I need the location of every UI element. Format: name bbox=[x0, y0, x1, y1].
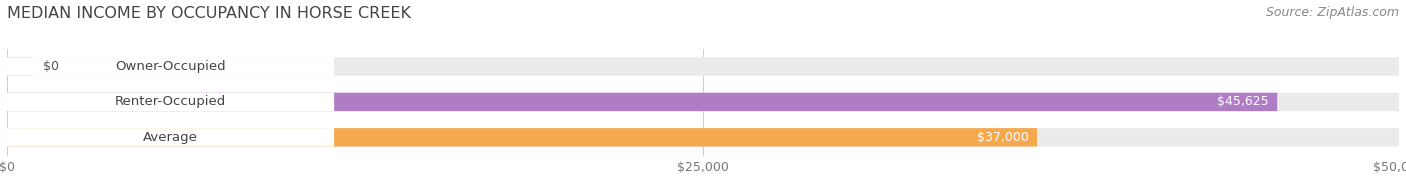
Text: $0: $0 bbox=[44, 60, 59, 73]
FancyBboxPatch shape bbox=[7, 57, 335, 76]
Text: Renter-Occupied: Renter-Occupied bbox=[115, 95, 226, 108]
Text: Average: Average bbox=[143, 131, 198, 144]
FancyBboxPatch shape bbox=[7, 128, 1038, 147]
Text: $37,000: $37,000 bbox=[977, 131, 1029, 144]
Text: $45,625: $45,625 bbox=[1218, 95, 1268, 108]
FancyBboxPatch shape bbox=[7, 93, 1399, 111]
FancyBboxPatch shape bbox=[7, 93, 1277, 111]
FancyBboxPatch shape bbox=[7, 128, 1399, 147]
FancyBboxPatch shape bbox=[7, 93, 335, 111]
FancyBboxPatch shape bbox=[7, 57, 32, 76]
Text: MEDIAN INCOME BY OCCUPANCY IN HORSE CREEK: MEDIAN INCOME BY OCCUPANCY IN HORSE CREE… bbox=[7, 6, 411, 21]
FancyBboxPatch shape bbox=[7, 128, 335, 147]
FancyBboxPatch shape bbox=[7, 57, 1399, 76]
Text: Source: ZipAtlas.com: Source: ZipAtlas.com bbox=[1265, 6, 1399, 19]
Text: Owner-Occupied: Owner-Occupied bbox=[115, 60, 226, 73]
